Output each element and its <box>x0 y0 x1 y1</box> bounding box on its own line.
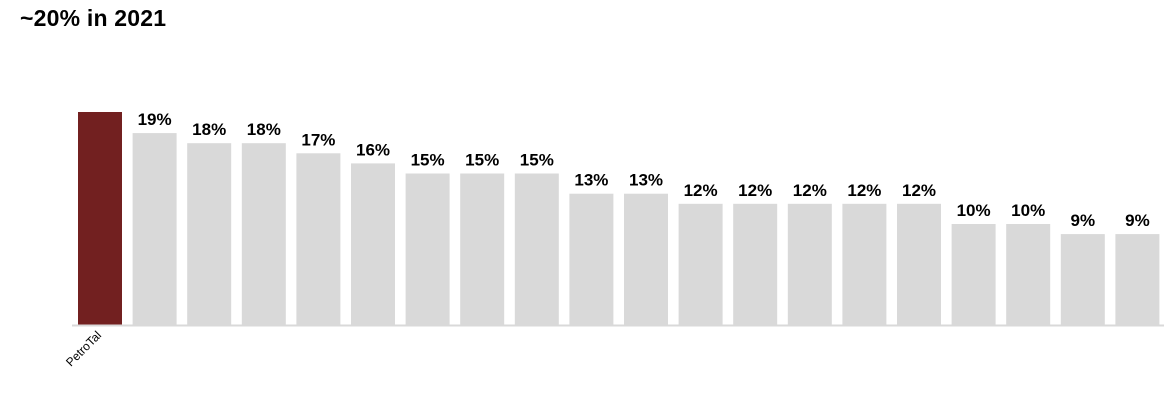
data-label: 15% <box>465 151 499 170</box>
bar-5 <box>351 163 395 325</box>
bar-petrotal <box>78 112 122 325</box>
bar-2 <box>187 143 232 325</box>
data-label: 19% <box>138 110 172 129</box>
bar-3 <box>241 143 286 325</box>
data-label: 18% <box>192 120 226 139</box>
bar-6 <box>405 173 450 325</box>
data-label: 10% <box>1011 201 1045 220</box>
chart-title: ~20% in 2021 <box>20 5 167 31</box>
data-label: 9% <box>1071 211 1096 230</box>
bar-14 <box>842 203 887 325</box>
data-label: 12% <box>738 181 772 200</box>
bar-4 <box>296 153 341 325</box>
data-label: 12% <box>793 181 827 200</box>
data-label: 13% <box>629 171 663 190</box>
category-label: PetroTal <box>63 328 104 369</box>
bar-1 <box>132 133 177 325</box>
data-label: 9% <box>1125 211 1150 230</box>
bar-12 <box>733 203 778 325</box>
data-label: 17% <box>301 130 335 149</box>
data-label: 18% <box>247 120 281 139</box>
bar-19 <box>1115 234 1160 325</box>
data-label: 12% <box>847 181 881 200</box>
bar-16 <box>951 224 996 325</box>
bar-18 <box>1060 234 1105 325</box>
data-label: 13% <box>574 171 608 190</box>
data-label: 10% <box>957 201 991 220</box>
bar-7 <box>460 173 505 325</box>
data-label: 15% <box>520 151 554 170</box>
data-label: 12% <box>902 181 936 200</box>
bar-9 <box>569 193 614 325</box>
bar-15 <box>897 203 941 325</box>
bar-11 <box>678 203 723 325</box>
bar-13 <box>787 203 832 325</box>
bar-8 <box>514 173 559 325</box>
data-label: 12% <box>684 181 718 200</box>
bar-10 <box>624 193 668 325</box>
bar-17 <box>1006 224 1051 325</box>
data-label: 15% <box>411 151 445 170</box>
data-label: 16% <box>356 140 390 159</box>
